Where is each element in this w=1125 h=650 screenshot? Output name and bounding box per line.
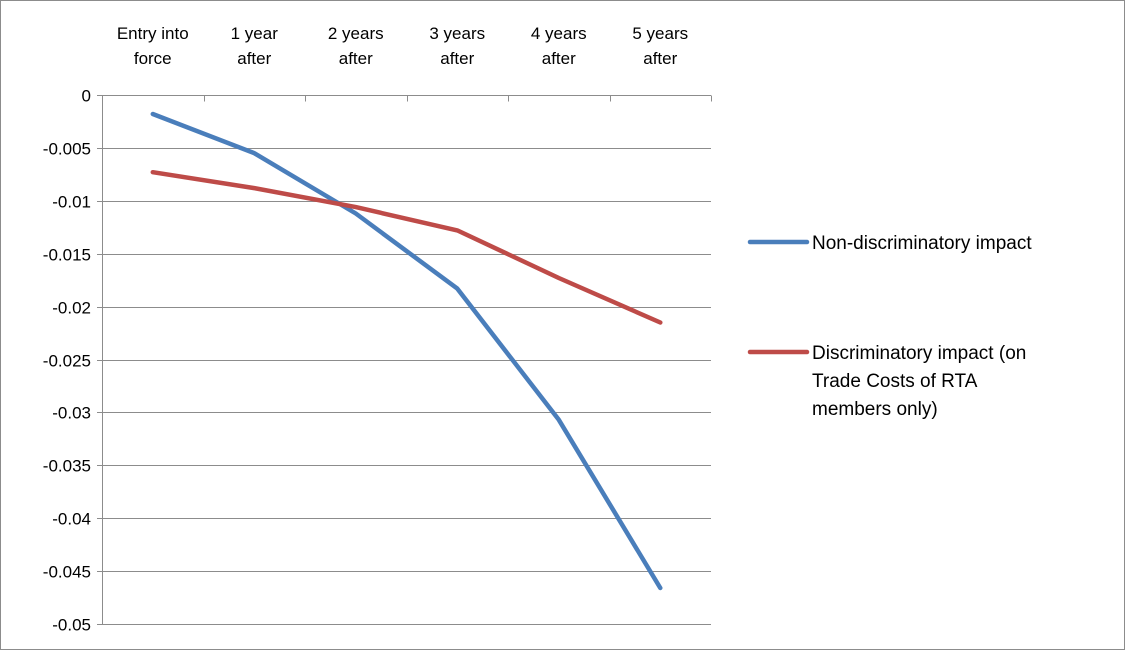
x-tick-label: 5 years bbox=[632, 24, 688, 43]
x-tick-label: after bbox=[339, 49, 373, 68]
x-tick-label: 3 years bbox=[429, 24, 485, 43]
y-tick-label: -0.03 bbox=[52, 404, 91, 423]
y-tick-label: -0.05 bbox=[52, 616, 91, 635]
series-line-non-discriminatory bbox=[150, 111, 663, 591]
y-tick-label: -0.02 bbox=[52, 299, 91, 318]
y-tick-label: -0.005 bbox=[43, 140, 91, 159]
y-tick-label: -0.01 bbox=[52, 193, 91, 212]
legend-label: Trade Costs of RTA bbox=[812, 371, 978, 392]
x-tick-label: 4 years bbox=[531, 24, 587, 43]
x-tick-label: after bbox=[237, 49, 271, 68]
series-lines bbox=[150, 111, 663, 591]
y-tick-label: 0 bbox=[82, 87, 91, 106]
x-tick-label: Entry into bbox=[117, 24, 189, 43]
legend-label: members only) bbox=[812, 399, 938, 420]
axes bbox=[97, 95, 712, 625]
x-tick-labels: Entry into force 1 year after 2 years after 3 … bbox=[117, 24, 688, 68]
x-tick-label: after bbox=[440, 49, 474, 68]
x-tick-label: force bbox=[134, 49, 172, 68]
y-tick-labels: 0 -0.005 -0.01 -0.015 -0.02 -0.025 -0.03 -0.035… bbox=[43, 87, 91, 635]
series-line-discriminatory bbox=[150, 169, 663, 325]
x-tick-label: after bbox=[643, 49, 677, 68]
legend-label: Discriminatory impact (on bbox=[812, 343, 1026, 364]
x-tick-label: 1 year bbox=[231, 24, 279, 43]
y-tick-label: -0.035 bbox=[43, 457, 91, 476]
y-tick-label: -0.04 bbox=[52, 510, 91, 529]
legend: Non-discriminatory impact Discriminatory … bbox=[747, 233, 1032, 420]
x-tick-label: 2 years bbox=[328, 24, 384, 43]
y-tick-label: -0.015 bbox=[43, 246, 91, 265]
y-tick-label: -0.045 bbox=[43, 563, 91, 582]
legend-label: Non-discriminatory impact bbox=[812, 233, 1032, 254]
gridlines bbox=[102, 148, 711, 625]
x-tick-label: after bbox=[542, 49, 576, 68]
y-tick-label: -0.025 bbox=[43, 352, 91, 371]
